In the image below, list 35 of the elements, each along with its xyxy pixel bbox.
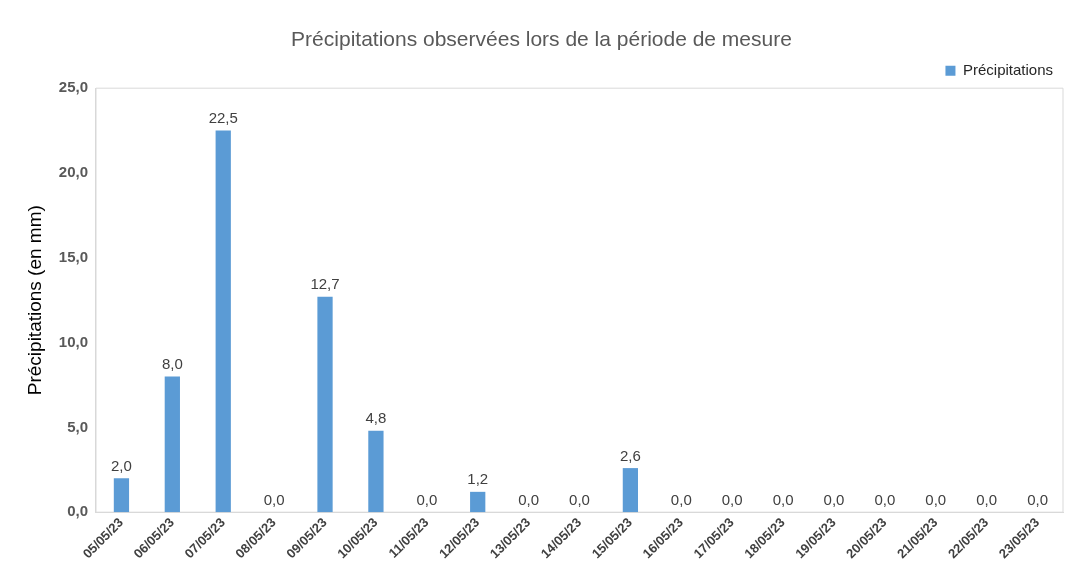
data-label: 2,6 (619, 446, 641, 464)
data-label: 0,0 (976, 490, 998, 508)
bar (622, 468, 639, 513)
y-tick-label: 10,0 (58, 332, 88, 350)
data-label: 0,0 (416, 490, 438, 508)
data-label: 0,0 (569, 490, 590, 508)
data-label: 0,0 (925, 490, 947, 508)
data-label: 8,0 (161, 355, 183, 373)
bar (368, 430, 384, 513)
data-label: 2,0 (111, 456, 132, 474)
legend-label: Précipitations (962, 60, 1053, 78)
y-axis-title: Précipitations (en mm) (23, 205, 45, 396)
data-label: 1,2 (467, 470, 489, 488)
bar (164, 376, 180, 513)
data-label: 4,8 (365, 409, 387, 427)
data-label: 0,0 (823, 490, 845, 508)
bar (113, 478, 130, 513)
data-label: 0,0 (772, 490, 794, 508)
bar (317, 296, 333, 513)
data-label: 0,0 (670, 490, 692, 508)
y-tick-label: 20,0 (58, 163, 88, 181)
data-label: 22,5 (208, 109, 238, 127)
y-tick-label: 0,0 (67, 502, 88, 520)
data-label: 0,0 (518, 490, 540, 508)
y-tick-label: 15,0 (58, 247, 88, 265)
bar (215, 130, 231, 513)
data-label: 0,0 (874, 490, 896, 508)
data-label: 12,7 (310, 275, 340, 293)
data-label: 0,0 (263, 490, 285, 508)
data-label: 0,0 (1027, 490, 1048, 508)
y-tick-label: 25,0 (58, 78, 88, 96)
bar (470, 491, 486, 513)
y-tick-label: 5,0 (67, 417, 88, 435)
data-label: 0,0 (721, 490, 743, 508)
chart-title: Précipitations observées lors de la période de mesure (291, 27, 792, 51)
